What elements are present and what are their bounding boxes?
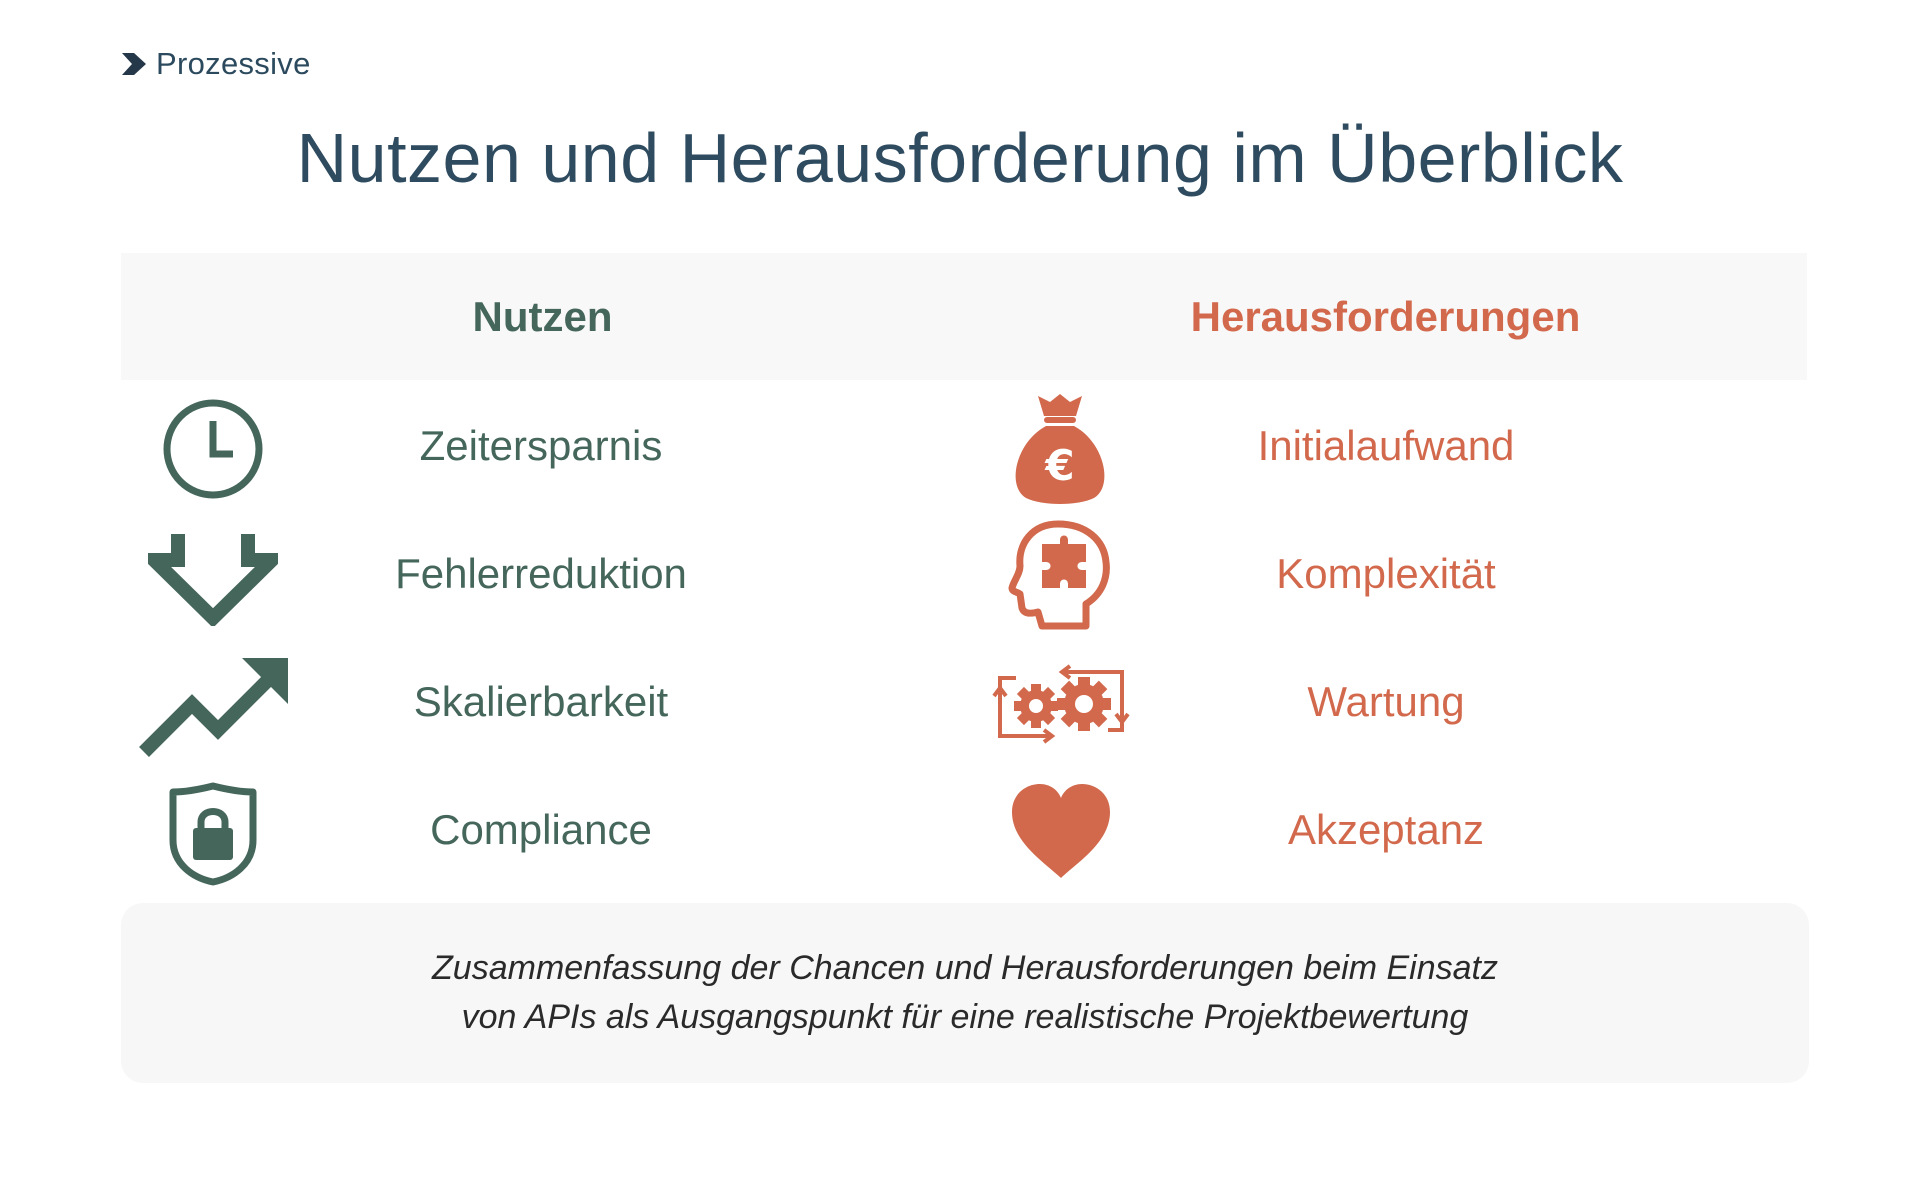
benefits-column-heading: Nutzen	[472, 292, 613, 340]
summary-line: Zusammenfassung der Chancen und Herausfo…	[432, 949, 1498, 987]
benefit-label: Fehlerreduktion	[395, 550, 687, 597]
gears-cycle-icon	[989, 652, 1133, 756]
summary-box: Zusammenfassung der Chancen und Herausfo…	[121, 903, 1809, 1083]
challenge-label: Initialaufwand	[1257, 422, 1515, 469]
benefit-label: Skalierbarkeit	[413, 678, 669, 725]
head-puzzle-icon	[1006, 516, 1114, 632]
challenge-label: Komplexität	[1276, 550, 1496, 597]
column-header-band: Nutzen Herausforderungen	[121, 253, 1807, 380]
chevron-right-icon	[122, 53, 146, 75]
page-title: Nutzen und Herausforderung im Überblick	[296, 119, 1624, 197]
clock-icon	[158, 394, 268, 504]
challenge-label: Akzeptanz	[1287, 806, 1485, 853]
shield-lock-icon	[165, 780, 261, 888]
challenge-label: Wartung	[1307, 678, 1465, 725]
trend-up-arrow-icon	[136, 652, 292, 760]
challenges-column-heading: Herausforderungen	[1190, 292, 1581, 340]
double-arrow-down-icon	[146, 528, 280, 628]
brand-logo: Prozessive	[120, 46, 311, 82]
summary-line: von APIs als Ausgangspunkt für eine real…	[461, 998, 1469, 1036]
benefit-label: Zeitersparnis	[419, 422, 663, 469]
svg-text:€: €	[1044, 441, 1074, 490]
benefit-label: Compliance	[430, 806, 652, 853]
brand-name: Prozessive	[156, 46, 311, 81]
heart-icon	[1008, 780, 1114, 884]
money-bag-euro-icon: €	[1004, 388, 1116, 508]
